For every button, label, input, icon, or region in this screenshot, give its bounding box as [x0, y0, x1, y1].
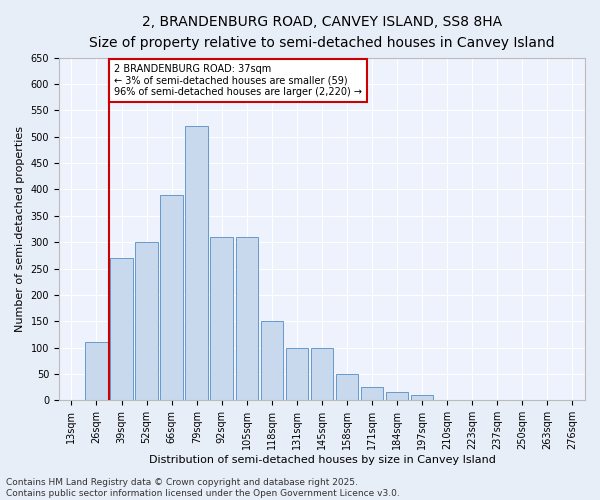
Title: 2, BRANDENBURG ROAD, CANVEY ISLAND, SS8 8HA
Size of property relative to semi-de: 2, BRANDENBURG ROAD, CANVEY ISLAND, SS8 … — [89, 15, 555, 50]
Y-axis label: Number of semi-detached properties: Number of semi-detached properties — [15, 126, 25, 332]
Bar — [136, 242, 158, 400]
Bar — [386, 392, 409, 400]
Text: Contains HM Land Registry data © Crown copyright and database right 2025.
Contai: Contains HM Land Registry data © Crown c… — [6, 478, 400, 498]
Bar — [110, 258, 133, 400]
Bar — [361, 387, 383, 400]
Bar — [85, 342, 108, 400]
Bar — [286, 348, 308, 401]
Text: 2 BRANDENBURG ROAD: 37sqm
← 3% of semi-detached houses are smaller (59)
96% of s: 2 BRANDENBURG ROAD: 37sqm ← 3% of semi-d… — [114, 64, 362, 97]
Bar — [211, 237, 233, 400]
Bar — [411, 395, 433, 400]
Bar — [311, 348, 333, 401]
Bar — [160, 195, 183, 400]
Bar — [185, 126, 208, 400]
Bar — [260, 322, 283, 400]
Bar — [336, 374, 358, 400]
Bar — [236, 237, 258, 400]
X-axis label: Distribution of semi-detached houses by size in Canvey Island: Distribution of semi-detached houses by … — [149, 455, 496, 465]
